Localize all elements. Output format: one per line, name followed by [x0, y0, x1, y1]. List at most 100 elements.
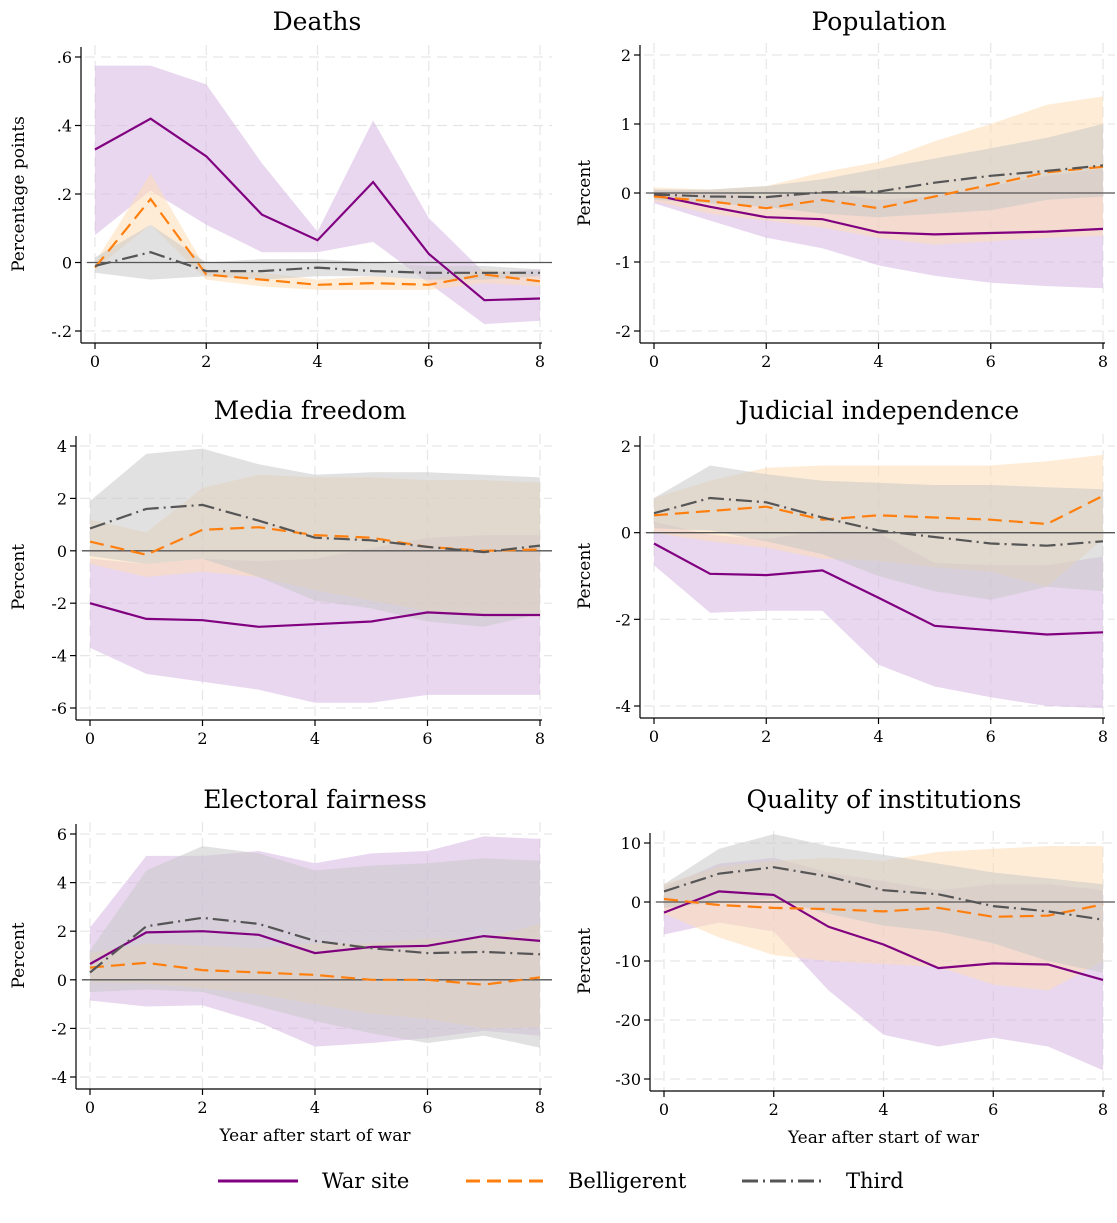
war-site-line — [653, 194, 1104, 236]
x-tick-label: 0 — [85, 729, 95, 748]
x-tick-label: 4 — [310, 1098, 320, 1117]
y-tick-label: -2 — [51, 1019, 67, 1038]
y-tick-label: -4 — [51, 1068, 67, 1087]
legend-label: War site — [322, 1169, 409, 1193]
y-axis-label: Percent — [575, 928, 595, 994]
y-tick-label: .4 — [57, 117, 72, 136]
y-tick-label: 0 — [631, 893, 641, 912]
x-tick-label: 0 — [90, 352, 100, 371]
y-axis-label: Percent — [575, 543, 595, 609]
y-axis-label: Percentage points — [9, 116, 29, 272]
war-site-line — [89, 602, 540, 628]
third-confidence-band — [654, 124, 1103, 218]
belligerent-line — [94, 197, 541, 286]
belligerent-line — [653, 494, 1104, 526]
x-tick-label: 6 — [986, 352, 996, 371]
panel-electoral-fairness: Electoral fairness -4 -2 0 2 4 6 0 2 4 6 8 Percent Ye… — [9, 785, 552, 1146]
panel-judicial-independence: Judicial independence -4 -2 0 2 0 2 4 6 8 Percent — [575, 396, 1115, 746]
war-site-line — [653, 542, 1104, 636]
war-site-line — [663, 890, 1104, 981]
legend-label: Belligerent — [568, 1169, 687, 1193]
x-tick-label: 6 — [988, 1100, 998, 1119]
third-confidence-band — [90, 846, 540, 1048]
x-tick-label: 0 — [649, 727, 659, 746]
x-axis-label: Year after start of war — [787, 1128, 980, 1148]
y-tick-label: -4 — [615, 697, 631, 716]
legend-label: Third — [846, 1169, 904, 1193]
x-tick-label: 4 — [312, 352, 322, 371]
panel-population: Population -2 -1 0 1 2 0 2 4 6 8 Percent — [575, 7, 1115, 371]
panel-title: Electoral fairness — [203, 785, 427, 814]
third-line — [653, 496, 1104, 547]
y-tick-label: 4 — [57, 874, 67, 893]
y-axis-label: Percent — [575, 160, 595, 226]
y-tick-label: 1 — [621, 115, 631, 134]
x-tick-label: 2 — [197, 729, 207, 748]
y-tick-label: 4 — [57, 437, 67, 456]
y-tick-label: -20 — [615, 1011, 641, 1030]
x-tick-label: 8 — [1098, 352, 1108, 371]
y-tick-label: -1 — [615, 253, 631, 272]
x-tick-label: 2 — [769, 1100, 779, 1119]
legend: War site Belligerent Third — [218, 1169, 904, 1193]
x-tick-label: 0 — [85, 1098, 95, 1117]
y-tick-label: 2 — [57, 489, 67, 508]
y-axis-label: Percent — [9, 544, 29, 610]
war-site-line — [89, 930, 541, 965]
panel-title: Media freedom — [214, 396, 407, 425]
y-tick-label: -10 — [615, 952, 641, 971]
x-tick-label: 4 — [873, 352, 883, 371]
x-tick-label: 2 — [761, 352, 771, 371]
x-tick-label: 8 — [1098, 1100, 1108, 1119]
panel-deaths: Deaths -.2 0 .2 .4 .6 0 2 4 6 8 Percentage points — [9, 7, 552, 371]
y-tick-label: -6 — [51, 699, 67, 718]
y-tick-label: 0 — [57, 542, 67, 561]
x-tick-label: 2 — [201, 352, 211, 371]
x-tick-label: 4 — [878, 1100, 888, 1119]
war-site-confidence-band — [95, 65, 540, 325]
panel-title: Deaths — [273, 7, 362, 36]
y-tick-label: 0 — [62, 254, 72, 273]
y-tick-label: -.2 — [51, 322, 72, 341]
x-tick-label: 8 — [1098, 727, 1108, 746]
y-tick-label: 0 — [621, 184, 631, 203]
third-line — [89, 916, 541, 974]
y-tick-label: 2 — [57, 922, 67, 941]
y-tick-label: -4 — [51, 647, 67, 666]
x-tick-label: 6 — [422, 1098, 432, 1117]
x-tick-label: 0 — [649, 352, 659, 371]
belligerent-line — [89, 961, 541, 986]
panel-quality-of-institutions: Quality of institutions -30 -20 -10 0 10 0 2 4 6 8… — [575, 785, 1115, 1148]
third-line — [94, 251, 540, 274]
panel-media-freedom: Media freedom -6 -4 -2 0 2 4 0 2 4 6 8 Percent — [9, 396, 552, 748]
y-tick-label: 2 — [621, 437, 631, 456]
belligerent-line — [89, 526, 541, 556]
y-tick-label: .6 — [57, 48, 72, 67]
y-tick-label: 10 — [621, 834, 641, 853]
panel-title: Population — [811, 7, 946, 36]
y-tick-label: .2 — [57, 185, 72, 204]
y-tick-label: -2 — [51, 594, 67, 613]
y-axis-label: Percent — [9, 922, 29, 988]
war-site-line — [94, 117, 541, 302]
third-line — [89, 503, 541, 554]
x-axis-label: Year after start of war — [218, 1126, 411, 1146]
x-tick-label: 8 — [535, 1098, 545, 1117]
third-confidence-band — [664, 834, 1103, 973]
panel-title: Judicial independence — [736, 396, 1019, 425]
x-tick-label: 0 — [659, 1100, 669, 1119]
y-tick-label: -2 — [615, 610, 631, 629]
x-tick-label: 8 — [535, 729, 545, 748]
panel-title: Quality of institutions — [747, 785, 1022, 814]
x-tick-label: 6 — [986, 727, 996, 746]
belligerent-line — [663, 897, 1104, 918]
x-tick-label: 4 — [873, 727, 883, 746]
y-tick-label: 0 — [57, 971, 67, 990]
third-line — [653, 164, 1104, 199]
x-tick-label: 6 — [424, 352, 434, 371]
third-line — [663, 866, 1104, 921]
x-tick-label: 8 — [535, 352, 545, 371]
y-tick-label: -30 — [615, 1070, 641, 1089]
